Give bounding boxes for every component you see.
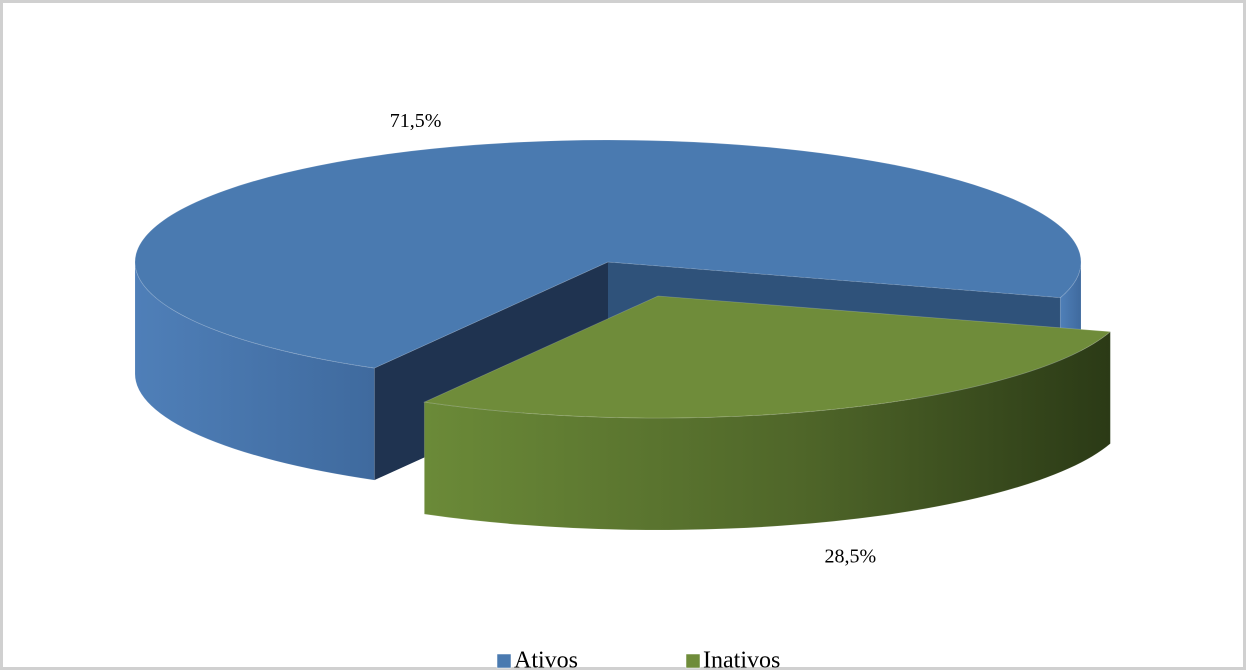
data-label: 28,5% bbox=[825, 545, 877, 567]
slice-top bbox=[134, 139, 1082, 369]
legend-swatch bbox=[496, 653, 512, 669]
pie-slice bbox=[422, 295, 1112, 531]
legend-swatch bbox=[685, 653, 701, 669]
data-label: 71,5% bbox=[390, 110, 442, 132]
legend-label: Inativos bbox=[703, 648, 780, 670]
slice-top bbox=[422, 295, 1112, 419]
legend-label: Ativos bbox=[514, 648, 578, 670]
